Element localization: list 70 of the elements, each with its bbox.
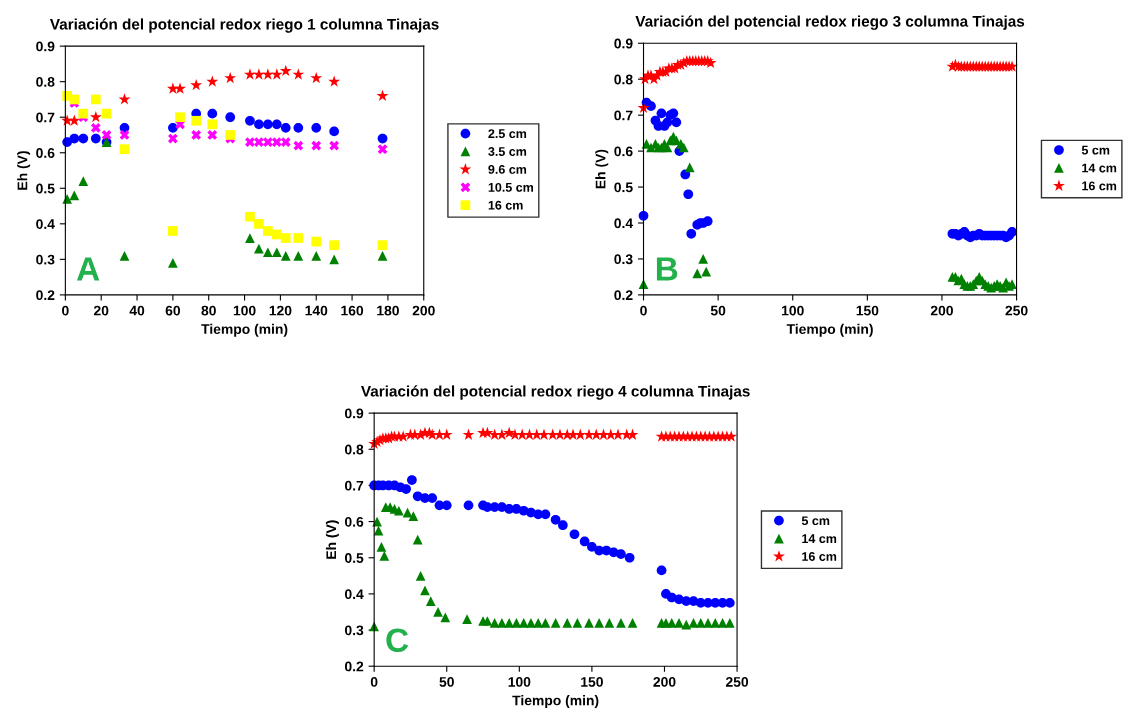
x-tick-label: 150 xyxy=(856,305,879,316)
legend-label: 2.5 cm xyxy=(488,129,527,139)
legend-label: 16 cm xyxy=(488,200,523,210)
x-tick-label: 120 xyxy=(269,305,292,316)
x-tick-label: 250 xyxy=(725,676,749,687)
annotation: C xyxy=(386,628,409,653)
legend-label: 3.5 cm xyxy=(488,147,527,156)
y-tick-label: 0.6 xyxy=(36,148,55,158)
x-tick-label: 50 xyxy=(710,305,726,316)
y-tick-label: 0.2 xyxy=(614,290,633,301)
chart-title: Variación del potencial redox riego 3 columna Tinajas xyxy=(635,15,1025,30)
x-tick-label: 250 xyxy=(1005,305,1028,316)
y-tick-label: 0.3 xyxy=(36,254,55,265)
x-tick-label: 100 xyxy=(233,305,256,316)
legend-label: 16 cm xyxy=(1082,181,1117,191)
y-tick-label: 0.7 xyxy=(614,110,633,121)
x-tick-label: 150 xyxy=(581,676,603,687)
x-tick-label: 80 xyxy=(201,305,216,316)
x-tick-label: 200 xyxy=(412,305,435,316)
y-tick-label: 0.4 xyxy=(614,218,634,229)
y-tick-label: 0.9 xyxy=(36,41,55,52)
x-tick-label: 200 xyxy=(930,305,953,316)
x-axis-title: Tiempo (min) xyxy=(786,323,873,337)
y-axis-title: Eh (V) xyxy=(595,149,609,189)
x-tick-label: 0 xyxy=(640,305,647,316)
x-tick-label: 140 xyxy=(305,305,328,316)
y-tick-label: 0.7 xyxy=(344,480,364,491)
legend-label: 5 cm xyxy=(801,516,830,526)
x-tick-label: 0 xyxy=(62,305,69,316)
x-tick-label: 200 xyxy=(653,676,676,687)
y-tick-label: 0.7 xyxy=(36,112,55,123)
y-tick-label: 0.6 xyxy=(614,146,633,157)
y-tick-label: 0.3 xyxy=(614,254,633,265)
y-tick-label: 0.4 xyxy=(36,219,55,229)
legend-label: 5 cm xyxy=(1081,145,1110,155)
y-tick-label: 0.2 xyxy=(344,661,364,672)
y-tick-label: 0.3 xyxy=(344,625,364,636)
x-tick-label: 100 xyxy=(782,305,804,316)
y-tick-label: 0.6 xyxy=(344,516,364,527)
x-tick-label: 0 xyxy=(370,676,378,687)
x-tick-label: 40 xyxy=(129,305,145,316)
y-tick-label: 0.8 xyxy=(36,77,55,87)
x-tick-label: 100 xyxy=(508,676,531,687)
y-tick-label: 0.5 xyxy=(614,182,633,193)
legend-label: 9.6 cm xyxy=(488,165,527,174)
annotation: B xyxy=(656,257,678,281)
y-tick-label: 0.5 xyxy=(36,183,55,194)
annotation: A xyxy=(76,257,100,281)
x-tick-label: 20 xyxy=(93,305,109,316)
x-tick-label: 180 xyxy=(377,305,399,316)
x-axis-title: Tiempo (min) xyxy=(201,323,288,337)
y-tick-label: 0.8 xyxy=(614,74,633,85)
legend-label: 16 cm xyxy=(802,552,837,561)
y-tick-label: 0.4 xyxy=(344,589,364,600)
y-tick-label: 0.8 xyxy=(344,444,364,455)
x-tick-label: 50 xyxy=(439,676,454,687)
chart-title: Variación del potencial redox riego 4 columna Tinajas xyxy=(361,385,750,400)
x-axis-title: Tiempo (min) xyxy=(512,695,599,709)
legend-label: 14 cm xyxy=(802,534,837,544)
y-tick-label: 0.9 xyxy=(614,38,633,49)
y-tick-label: 0.9 xyxy=(344,408,364,419)
legend-label: 14 cm xyxy=(1082,163,1117,173)
x-tick-label: 60 xyxy=(165,305,181,316)
y-tick-label: 0.5 xyxy=(344,553,364,563)
chart-title: Variación del potencial redox riego 1 columna Tinajas xyxy=(49,18,439,33)
x-tick-label: 160 xyxy=(341,305,364,316)
y-axis-title: Eh (V) xyxy=(17,151,31,190)
y-axis-title: Eh (V) xyxy=(325,520,339,559)
legend-label: 10.5 cm xyxy=(488,182,534,192)
y-tick-label: 0.2 xyxy=(36,290,55,301)
